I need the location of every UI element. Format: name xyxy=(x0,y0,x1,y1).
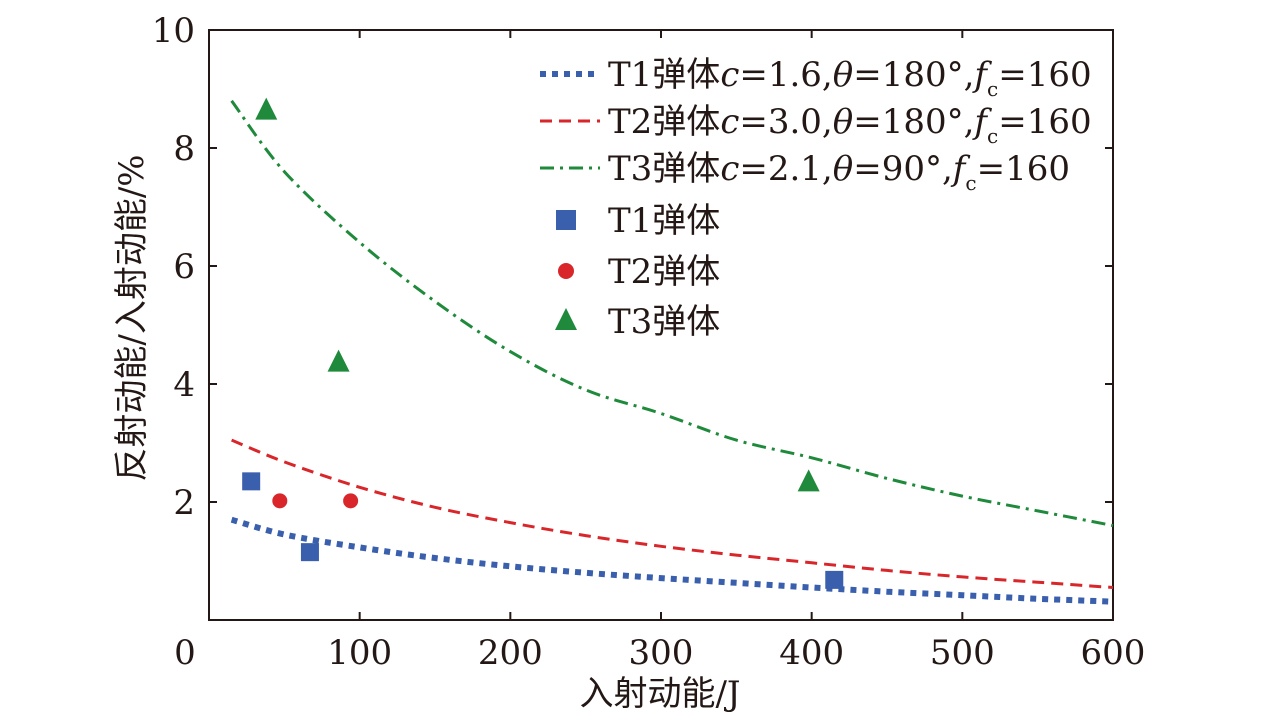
legend-t1-c-val: =1.6, xyxy=(739,55,832,95)
legend-t3-c: c xyxy=(720,149,739,189)
tick-labels: 100 200 300 400 500 600 0 2 4 6 8 10 xyxy=(152,11,1146,673)
legend-t2-f-val: =160 xyxy=(998,102,1091,142)
legend-label-t3-curve: T3弹体c=2.1,θ=90°,fc=160 xyxy=(608,149,1070,195)
y-tick-label: 10 xyxy=(152,11,195,51)
legend-label-t3-marker: T3弹体 xyxy=(608,302,720,342)
legend-t2-theta: θ xyxy=(833,102,853,142)
axes xyxy=(208,29,1114,621)
point-t2 xyxy=(272,493,288,509)
legend-t2-f-sub: c xyxy=(987,124,998,148)
point-t3 xyxy=(797,469,820,492)
y-tick-label: 4 xyxy=(173,365,195,405)
legend-t1-prefix: T1弹体 xyxy=(608,55,720,95)
point-t3 xyxy=(255,97,278,120)
legend-label-t1-marker: T1弹体 xyxy=(608,201,720,241)
legend-t1-c: c xyxy=(720,55,739,95)
x-tick-label: 600 xyxy=(1081,633,1146,673)
x-tick-label: 100 xyxy=(327,633,392,673)
fit-curve-t3 xyxy=(230,99,1114,528)
legend-t1-theta-val: =180°, xyxy=(853,55,974,95)
legend-t3-prefix: T3弹体 xyxy=(608,149,720,189)
legend-t2-c: c xyxy=(720,102,739,142)
point-t1 xyxy=(825,570,844,589)
x-tick-label: 500 xyxy=(930,633,995,673)
y-axis-title: 反射动能/入射动能/% xyxy=(112,154,152,481)
legend-t1-theta: θ xyxy=(833,55,853,95)
x-tick-label: 400 xyxy=(779,633,844,673)
fit-curve-t1 xyxy=(230,516,1114,605)
legend-t3-f-val: =160 xyxy=(977,149,1070,189)
legend-t2-c-val: =3.0, xyxy=(739,102,832,142)
data-points xyxy=(242,97,844,589)
fit-curve-t2 xyxy=(231,438,1114,589)
y-tick-label: 2 xyxy=(173,483,195,523)
origin-tick-label: 0 xyxy=(174,633,196,673)
point-t3 xyxy=(327,349,350,372)
point-t2 xyxy=(343,493,359,509)
x-tick-label: 200 xyxy=(478,633,543,673)
legend-t2-theta-val: =180°, xyxy=(853,102,974,142)
x-tick-label: 300 xyxy=(629,633,694,673)
y-tick-label: 6 xyxy=(173,247,195,287)
legend-t2-prefix: T2弹体 xyxy=(608,102,720,142)
fit-curves xyxy=(230,99,1114,605)
legend-t3-theta-val: =90°, xyxy=(853,149,953,189)
legend-label-t2-marker: T2弹体 xyxy=(608,252,720,292)
legend-t1-f-val: =160 xyxy=(998,55,1091,95)
legend-t1-f-sub: c xyxy=(987,77,998,101)
legend-label-t2-curve: T2弹体c=3.0,θ=180°,fc=160 xyxy=(608,102,1092,148)
legend-label-t1-curve: T1弹体c=1.6,θ=180°,fc=160 xyxy=(608,55,1092,101)
point-t1 xyxy=(242,472,261,491)
legend-t3-theta: θ xyxy=(833,149,853,189)
legend: T1弹体c=1.6,θ=180°,fc=160 T2弹体c=3.0,θ=180°… xyxy=(540,55,1092,342)
point-t1 xyxy=(300,543,319,562)
legend-marker-square xyxy=(556,210,576,230)
legend-marker-circle xyxy=(558,263,574,279)
legend-marker-triangle xyxy=(555,308,577,330)
legend-t3-c-val: =2.1, xyxy=(739,149,832,189)
y-tick-label: 8 xyxy=(173,129,195,169)
x-axis-title: 入射动能/J xyxy=(579,674,740,714)
legend-t3-f-sub: c xyxy=(965,171,976,195)
